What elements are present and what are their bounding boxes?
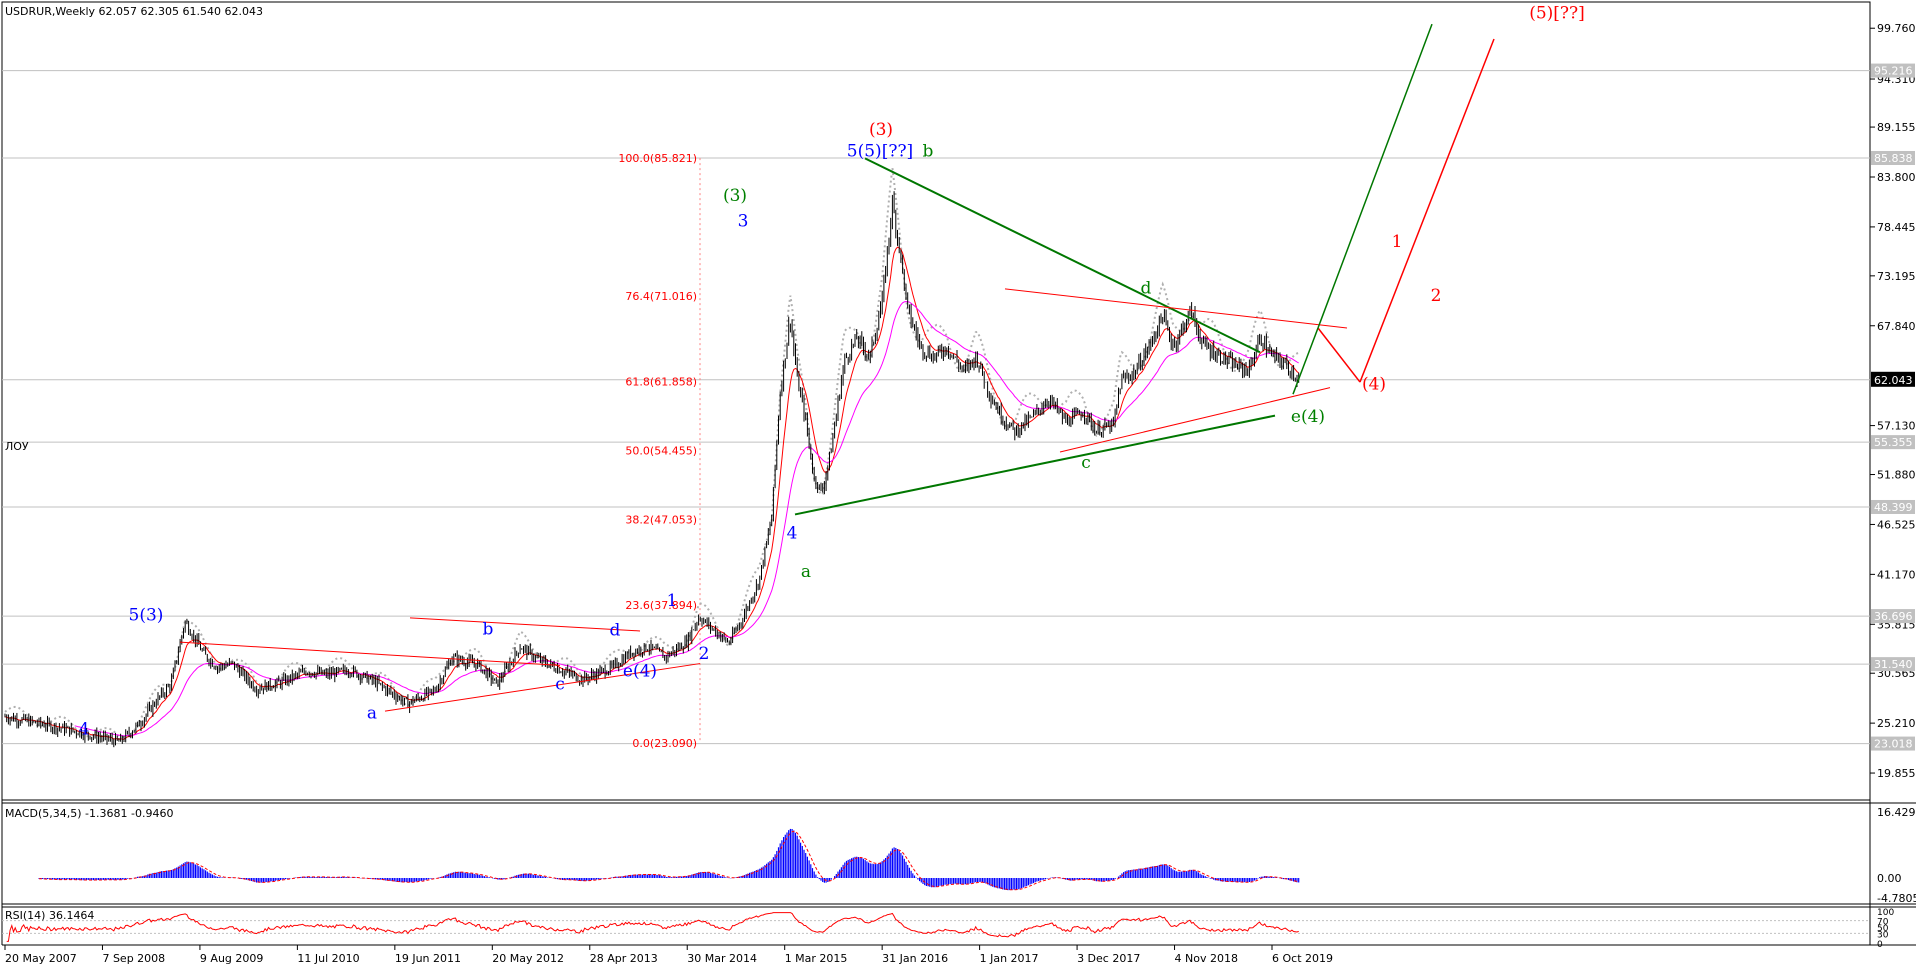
fib-level-label: 38.2(47.053) [625, 514, 697, 527]
fib-level-label: 23.6(37.894) [625, 599, 697, 612]
symbol-info: USDRUR,Weekly 62.057 62.305 61.540 62.04… [5, 5, 263, 18]
level-price-label: 48.399 [1874, 501, 1913, 514]
projection-green-up-2 [1317, 23, 1433, 329]
level-price-label: 55.355 [1874, 436, 1913, 449]
fib-level-label: 50.0(54.455) [625, 445, 697, 458]
level-price-box [1871, 63, 1915, 78]
date-label: 3 Dec 2017 [1077, 952, 1140, 965]
wave-label: 2 [1431, 286, 1442, 306]
projection-green-up-1 [1292, 327, 1319, 395]
red-triangle-upper [1004, 288, 1348, 329]
level-price-label: 23.018 [1874, 738, 1913, 751]
date-label: 6 Oct 2019 [1272, 952, 1333, 965]
rsi-tick-label: 50 [1877, 924, 1889, 934]
wave-label: d [1141, 279, 1152, 299]
macd-tick-label: -4.7805 [1877, 892, 1916, 905]
wave-label: 4 [79, 719, 90, 739]
wave-label: c [555, 675, 565, 695]
wave-label: 4 [787, 524, 798, 544]
fib-level-label: 76.4(71.016) [625, 290, 697, 303]
date-label: 11 Jul 2010 [297, 952, 359, 965]
fib-level-label: 61.8(61.858) [625, 376, 697, 389]
level-price-box [1871, 435, 1915, 450]
price-tick-label: 41.170 [1877, 568, 1916, 581]
level-price-box [1871, 609, 1915, 624]
current-price-box [1871, 371, 1915, 387]
date-label: 1 Jan 2017 [980, 952, 1039, 965]
date-label: 31 Jan 2016 [882, 952, 948, 965]
date-label: 19 Jun 2011 [395, 952, 461, 965]
wave-label: (3) [869, 120, 893, 140]
wave-label: (4) [1362, 375, 1386, 395]
level-price-box [1871, 499, 1915, 514]
red-triangle-lower [1059, 387, 1331, 453]
wave-label: b [483, 620, 494, 640]
red-channel-lower-2008 [179, 641, 561, 666]
green-triangle-upper [864, 157, 1261, 354]
fib-level-label: 100.0(85.821) [618, 152, 697, 165]
date-label: 1 Mar 2015 [785, 952, 848, 965]
side-label: ЛОУ [5, 440, 29, 453]
date-label: 30 Mar 2014 [687, 952, 757, 965]
pane-frames [1, 1, 1916, 946]
level-price-label: 31.540 [1874, 658, 1913, 671]
macd-signal-line [38, 830, 1299, 891]
red-trendline-2011-2014 [384, 663, 701, 712]
price-tick-label: 57.130 [1877, 420, 1916, 433]
level-price-label: 36.696 [1874, 610, 1913, 623]
projection-red-up [1359, 38, 1495, 383]
wave-label: (5)[??] [1529, 4, 1585, 24]
price-tick-label: 25.210 [1877, 717, 1916, 730]
date-label: 28 Apr 2013 [590, 952, 658, 965]
macd-tick-label: 0.00 [1877, 872, 1902, 885]
red-channel-upper-2012 [409, 617, 641, 632]
level-price-box [1871, 736, 1915, 751]
price-tick-label: 83.800 [1877, 171, 1916, 184]
date-label: 20 May 2007 [5, 952, 77, 965]
price-tick-label: 99.760 [1877, 22, 1916, 35]
date-label: 9 Aug 2009 [200, 952, 263, 965]
wave-label: 1 [1392, 232, 1403, 252]
price-tick-label: 78.445 [1877, 221, 1916, 234]
fib-level-label: 0.0(23.090) [632, 737, 697, 750]
macd-label: MACD(5,34,5) -1.3681 -0.9460 [5, 807, 173, 820]
green-triangle-lower [794, 414, 1276, 516]
rsi-tick-label: 70 [1877, 918, 1889, 928]
rsi-tick-label: 0 [1877, 940, 1883, 950]
wave-label: c [1081, 453, 1091, 473]
projection-red-down [1317, 327, 1361, 383]
date-label: 4 Nov 2018 [1175, 952, 1238, 965]
rsi-tick-label: 100 [1877, 908, 1894, 918]
current-price-label: 62.043 [1874, 374, 1913, 387]
wave-label: a [367, 704, 377, 724]
rsi-line [6, 912, 1299, 942]
wave-label: (3) [723, 186, 747, 206]
price-tick-label: 73.195 [1877, 270, 1916, 283]
level-price-label: 85.838 [1874, 152, 1913, 165]
macd-tick-label: 16.4292 [1877, 806, 1916, 819]
wave-label: d [610, 621, 621, 641]
price-tick-label: 51.880 [1877, 469, 1916, 482]
wave-label: 5(5)[??] [847, 141, 913, 161]
wave-label: e(4) [623, 662, 657, 682]
rsi-tick-label: 30 [1877, 930, 1889, 940]
date-label: 7 Sep 2008 [102, 952, 165, 965]
level-price-box [1871, 150, 1915, 165]
wave-label: 1 [667, 591, 678, 611]
price-tick-label: 46.525 [1877, 518, 1916, 531]
wave-label: 3 [738, 211, 749, 231]
price-tick-label: 67.840 [1877, 320, 1916, 333]
rsi-label: RSI(14) 36.1464 [5, 909, 94, 922]
wave-label: 5(3) [129, 606, 164, 626]
wave-label: a [801, 562, 811, 582]
wave-label: e(4) [1291, 407, 1325, 427]
price-tick-label: 19.855 [1877, 767, 1916, 780]
wave-label: b [923, 141, 934, 161]
date-label: 20 May 2012 [492, 952, 564, 965]
wave-label: 2 [699, 644, 710, 664]
level-price-label: 95.216 [1874, 65, 1913, 78]
price-tick-label: 89.155 [1877, 121, 1916, 134]
level-price-box [1871, 657, 1915, 672]
